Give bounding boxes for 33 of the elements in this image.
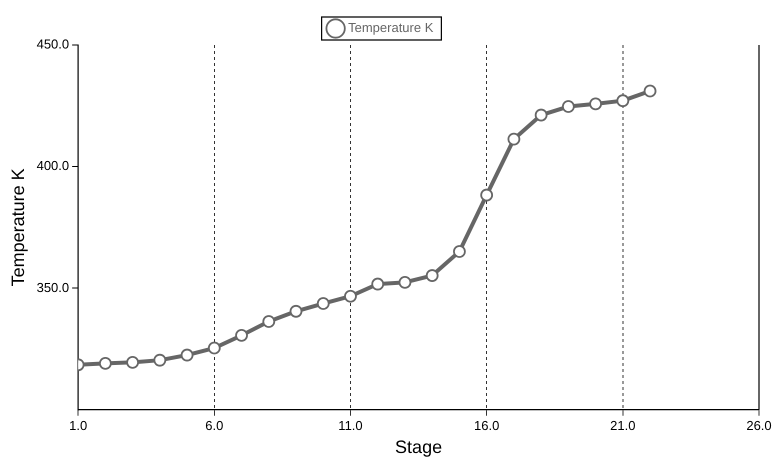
point — [507, 132, 520, 146]
point — [398, 276, 412, 289]
x-tick-label: 26.0 — [746, 418, 772, 434]
point — [208, 342, 221, 354]
point — [235, 328, 248, 342]
point — [290, 304, 302, 318]
x-tick-label: 1.0 — [69, 418, 88, 434]
point — [126, 356, 139, 369]
point — [534, 108, 548, 122]
legend-label: Temperature K — [348, 20, 434, 36]
y-axis-title: Temperature K — [8, 168, 28, 286]
point — [153, 354, 166, 367]
point — [98, 356, 112, 370]
point — [589, 97, 602, 110]
x-tick-label: 11.0 — [338, 418, 363, 434]
point — [644, 84, 656, 98]
y-tick-label: 350.0 — [36, 280, 70, 295]
point — [262, 315, 276, 328]
point — [426, 269, 439, 282]
x-tick-label: 16.0 — [474, 418, 500, 434]
point — [180, 348, 194, 362]
x-axis-title: Stage — [395, 437, 442, 458]
point — [344, 290, 357, 303]
point — [562, 100, 575, 113]
y-tick-label: 400.0 — [36, 158, 70, 174]
y-tick-label: 450.0 — [36, 36, 70, 52]
point — [371, 278, 384, 290]
point — [480, 188, 494, 202]
point — [616, 94, 630, 108]
point — [453, 245, 466, 258]
point — [316, 297, 330, 310]
x-tick-label: 6.0 — [205, 418, 224, 434]
x-tick-label: 21.0 — [610, 418, 636, 434]
